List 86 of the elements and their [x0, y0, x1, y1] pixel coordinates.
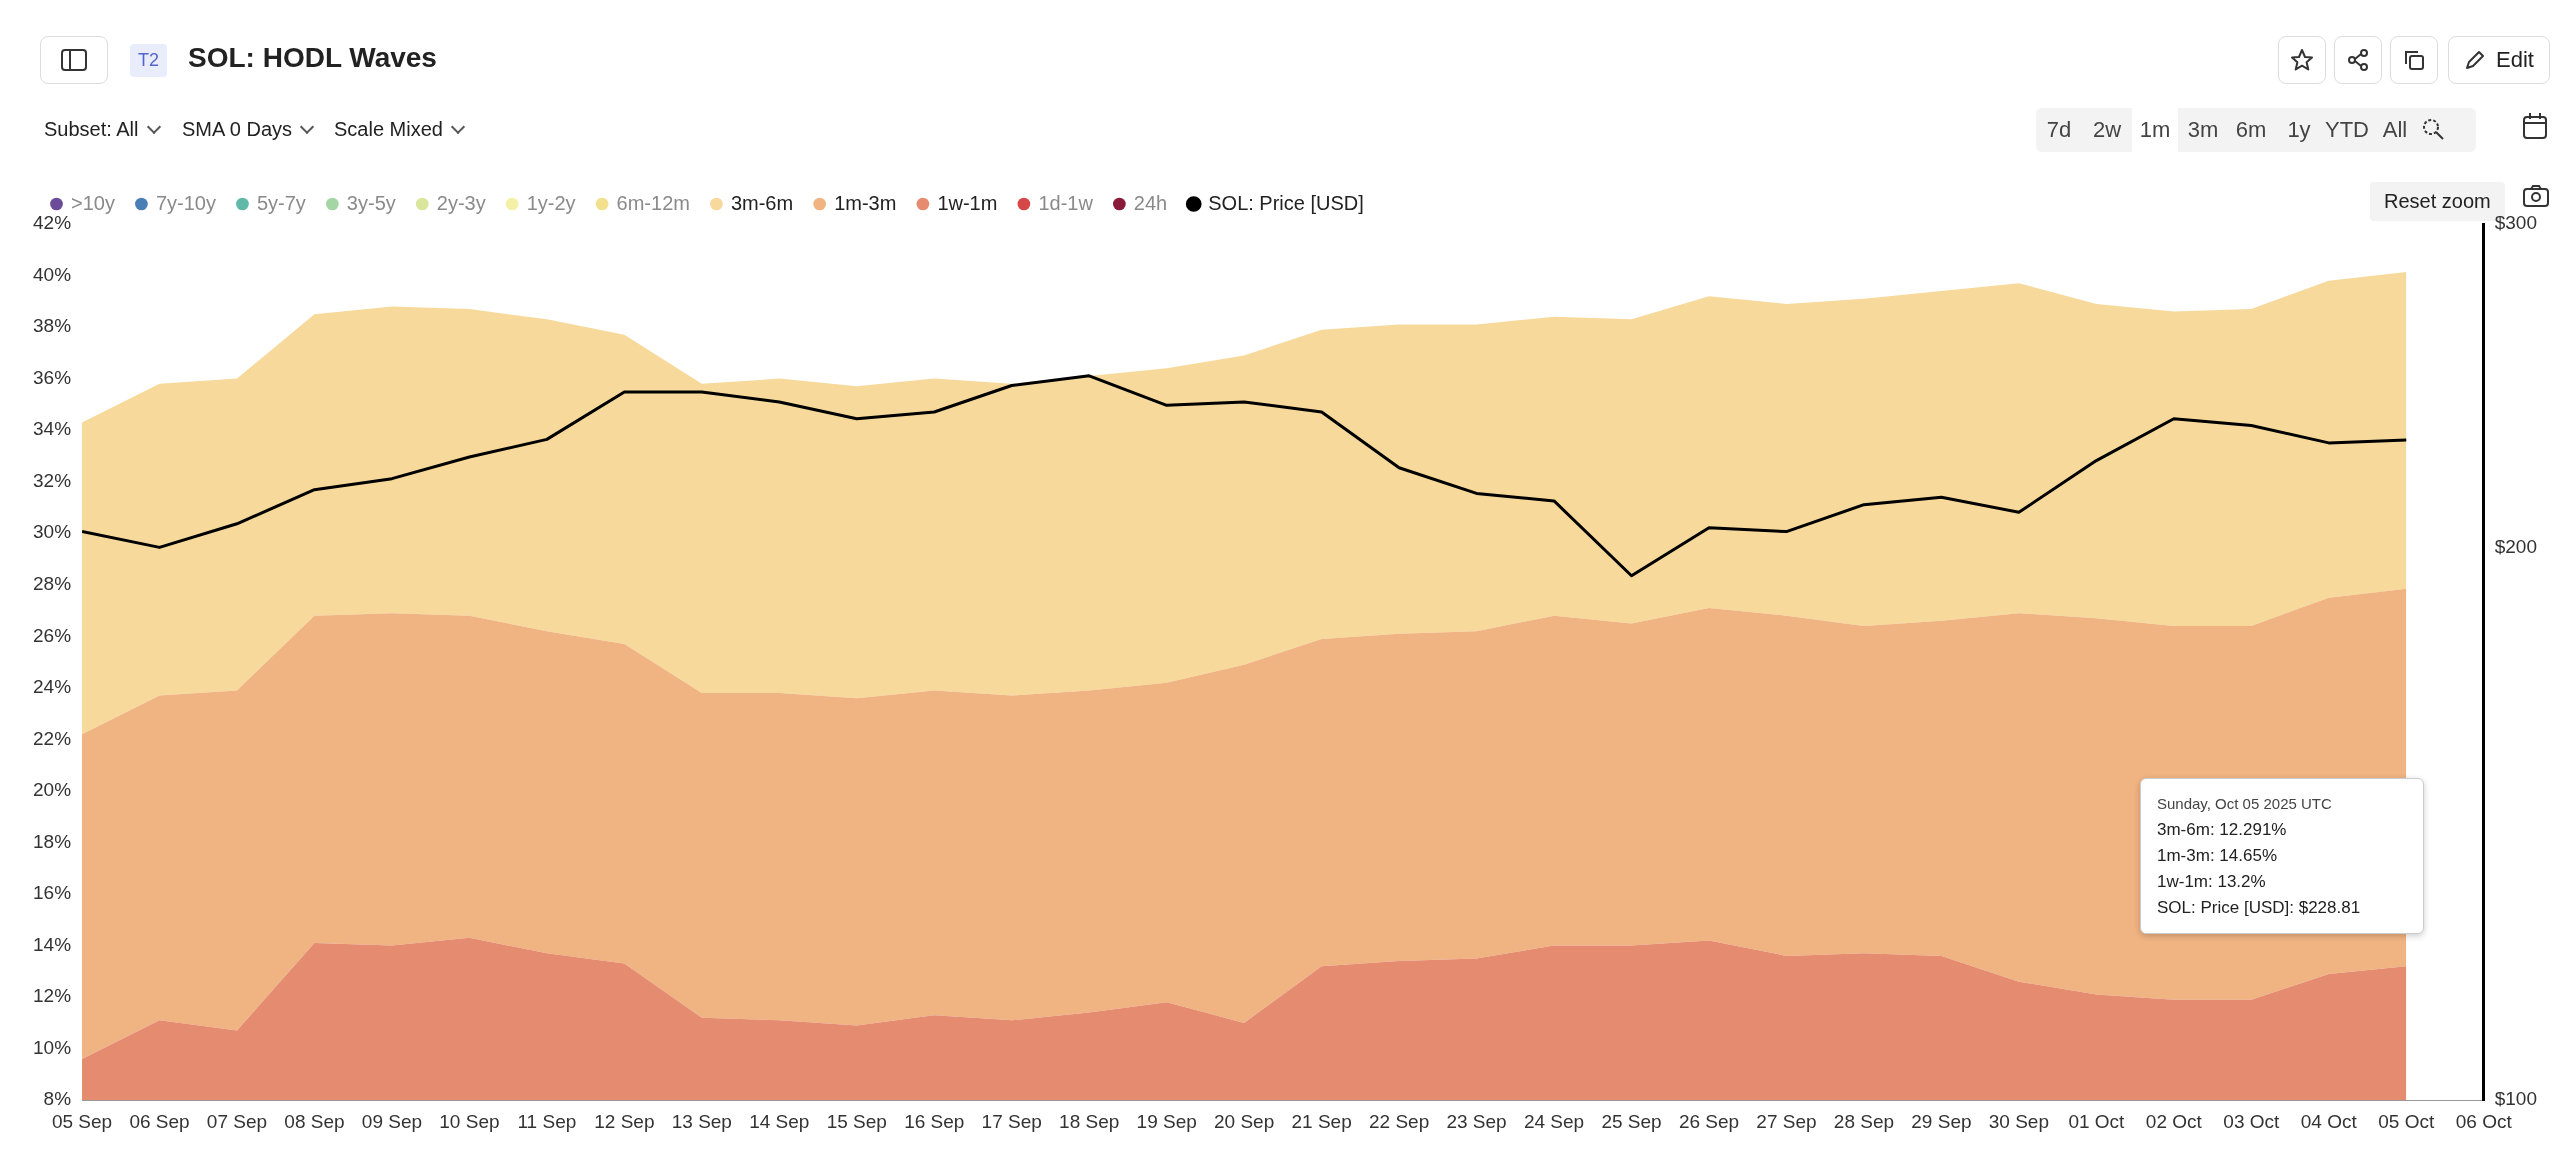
y-tick-label: 26%	[33, 624, 72, 646]
x-tick-label: 04 Oct	[2300, 1110, 2358, 1132]
legend-label: 24h	[1133, 191, 1168, 214]
x-tick-label: 25 Sep	[1601, 1110, 1662, 1132]
text: Reset zoom	[2384, 190, 2491, 212]
y2-tick-label: $200	[2494, 535, 2538, 557]
x-tick-label: 03 Oct	[2223, 1110, 2281, 1132]
text: 3m	[2186, 116, 2220, 144]
legend-label: 1d-1w	[1038, 191, 1094, 214]
x-tick-label: 10 Sep	[439, 1110, 500, 1132]
text: Scale Mixed	[334, 118, 444, 141]
y-tick-label: 28%	[33, 573, 72, 595]
text: SMA 0 Days	[182, 118, 294, 141]
legend-label: >10y	[71, 191, 115, 214]
text: Subset: All	[44, 118, 140, 141]
legend-label: 2y-3y	[436, 191, 486, 214]
legend-label: SOL: Price [USD]	[1208, 191, 1364, 214]
x-tick-label: 01 Oct	[2068, 1110, 2126, 1132]
text: T2	[130, 44, 168, 77]
x-tick-label: 19 Sep	[1136, 1110, 1197, 1132]
y-tick-label: 20%	[33, 779, 72, 801]
text: 7d	[2045, 116, 2073, 144]
text: 1m	[2132, 108, 2178, 152]
chart-title: SOL: HODL Waves	[188, 42, 437, 74]
y-tick-label: 34%	[33, 418, 72, 440]
x-tick-label: 26 Sep	[1678, 1110, 1740, 1132]
legend-label: 5y-7y	[256, 191, 306, 214]
y-tick-label: 16%	[33, 882, 72, 904]
y-tick-label: 36%	[33, 366, 72, 388]
x-tick-label: 18 Sep	[1059, 1110, 1120, 1132]
annotation: Sunday, Oct 05 2025 UTC	[2157, 794, 2333, 814]
y2-tick-label: $100	[2494, 1088, 2538, 1110]
annotation: 1m-3m: 14.65%	[2157, 845, 2278, 867]
y-tick-label: 22%	[33, 727, 72, 749]
legend-label: 3y-5y	[346, 191, 396, 214]
x-tick-label: 22 Sep	[1368, 1110, 1430, 1132]
y-tick-label: 42%	[33, 212, 72, 234]
annotation: 1w-1m: 13.2%	[2157, 871, 2267, 893]
annotation: 3m-6m: 12.291%	[2157, 819, 2288, 841]
legend-label: 1y-2y	[526, 191, 576, 214]
x-tick-label: 29 Sep	[1911, 1110, 1972, 1132]
text: All	[2381, 116, 2409, 144]
y-tick-label: 12%	[33, 985, 72, 1007]
x-tick-label: 05 Oct	[2378, 1110, 2435, 1132]
x-tick-label: 14 Sep	[749, 1110, 810, 1132]
y2-tick-label: $300	[2494, 212, 2538, 234]
x-tick-label: 02 Oct	[2145, 1110, 2203, 1132]
text: 2w	[2091, 116, 2123, 144]
x-tick-label: 07 Sep	[206, 1110, 268, 1132]
annotation: SOL: Price [USD]: $228.81	[2157, 897, 2362, 919]
y-tick-label: 8%	[43, 1088, 72, 1110]
legend-label: 1m-3m	[834, 191, 897, 214]
x-tick-label: 06 Sep	[129, 1110, 190, 1132]
legend-label: 1w-1m	[937, 191, 998, 214]
x-tick-label: 23 Sep	[1446, 1110, 1507, 1132]
x-tick-label: 27 Sep	[1756, 1110, 1817, 1132]
y-tick-label: 32%	[33, 469, 72, 491]
legend-label: 3m-6m	[730, 191, 794, 214]
x-tick-label: 09 Sep	[361, 1110, 423, 1132]
legend-label: 6m-12m	[616, 191, 690, 214]
y-tick-label: 14%	[33, 933, 72, 955]
legend-label: 7y-10y	[155, 191, 216, 214]
x-tick-label: 11 Sep	[517, 1110, 577, 1132]
y-tick-label: 18%	[33, 830, 72, 852]
x-tick-label: 20 Sep	[1214, 1110, 1275, 1132]
text: YTD	[2324, 116, 2370, 144]
y-tick-label: 24%	[33, 676, 72, 698]
x-tick-label: 30 Sep	[1988, 1110, 2049, 1132]
x-tick-label: 05 Sep	[51, 1110, 113, 1132]
x-tick-label: 21 Sep	[1291, 1110, 1352, 1132]
y-tick-label: 40%	[33, 263, 72, 285]
x-tick-label: 24 Sep	[1523, 1110, 1585, 1132]
x-tick-label: 17 Sep	[981, 1110, 1042, 1132]
x-tick-label: 06 Oct	[2455, 1110, 2513, 1132]
y-tick-label: 30%	[33, 521, 72, 543]
y-tick-label: 10%	[33, 1036, 72, 1058]
text: 1y	[2286, 116, 2312, 144]
x-tick-label: 08 Sep	[284, 1110, 345, 1132]
x-tick-label: 16 Sep	[904, 1110, 965, 1132]
y-tick-label: 38%	[33, 315, 72, 337]
x-tick-label: 15 Sep	[826, 1110, 887, 1132]
x-tick-label: 12 Sep	[594, 1110, 655, 1132]
x-tick-label: 28 Sep	[1833, 1110, 1895, 1132]
text: Edit	[2496, 47, 2534, 73]
x-tick-label: 13 Sep	[671, 1110, 732, 1132]
text: 6m	[2234, 116, 2268, 144]
